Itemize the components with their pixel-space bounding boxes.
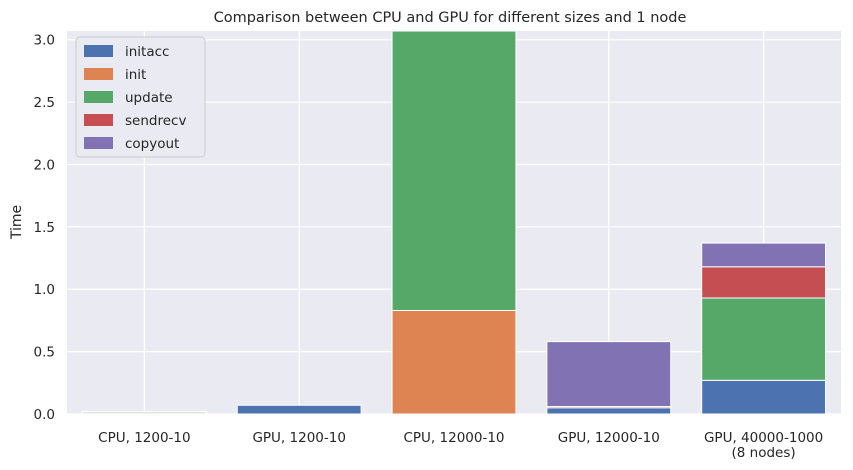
y-tick-label: 1.0 — [34, 282, 55, 298]
bar-segment-initacc — [236, 404, 362, 415]
y-tick-label: 3.0 — [34, 33, 55, 49]
x-tick-label: GPU, 1200-10 — [252, 430, 345, 446]
bar-segment-copyout — [701, 242, 827, 268]
y-ticks: 0.0 0.5 1.0 1.5 2.0 2.5 3.0 — [34, 33, 55, 423]
y-tick-label: 2.5 — [34, 95, 55, 111]
bar-segment-update — [391, 30, 517, 311]
bar-segment-update — [81, 411, 207, 414]
legend-label-update: update — [125, 90, 173, 106]
legend-label-copyout: copyout — [125, 136, 179, 152]
legend-swatch-init — [84, 68, 113, 80]
legend-swatch-sendrecv — [84, 114, 113, 126]
y-tick-label: 0.5 — [34, 345, 55, 361]
bar-segment-initacc — [546, 407, 672, 415]
x-ticks: CPU, 1200-10 GPU, 1200-10 CPU, 12000-10 GPU… — [98, 430, 823, 461]
legend-label-init: init — [125, 67, 146, 83]
y-tick-label: 2.0 — [34, 157, 55, 173]
y-tick-label: 0.0 — [34, 407, 55, 423]
legend-box — [75, 36, 206, 158]
bar-segment-init — [391, 309, 517, 415]
bar-segment-initacc — [701, 379, 827, 415]
legend-swatch-copyout — [84, 137, 113, 149]
bar-segment-update — [701, 297, 827, 381]
x-tick-label: CPU, 1200-10 — [98, 430, 190, 446]
y-axis-label: Time — [9, 205, 25, 240]
legend-label-sendrecv: sendrecv — [125, 113, 186, 129]
chart-title: Comparison between CPU and GPU for diffe… — [214, 10, 687, 26]
bar-segment-sendrecv — [701, 266, 827, 299]
legend-swatch-initacc — [84, 45, 113, 57]
x-tick-label: CPU, 12000-10 — [403, 430, 504, 446]
y-tick-label: 1.5 — [34, 220, 55, 236]
bar-segment-copyout — [546, 341, 672, 408]
legend-swatch-update — [84, 91, 113, 103]
legend: initacc init update sendrecv copyout — [75, 36, 206, 158]
x-tick-label: (8 nodes) — [732, 445, 796, 461]
x-tick-label: GPU, 12000-10 — [558, 430, 660, 446]
bars — [81, 30, 827, 415]
legend-label-initacc: initacc — [125, 44, 169, 60]
x-tick-label: GPU, 40000-1000 — [704, 430, 823, 446]
